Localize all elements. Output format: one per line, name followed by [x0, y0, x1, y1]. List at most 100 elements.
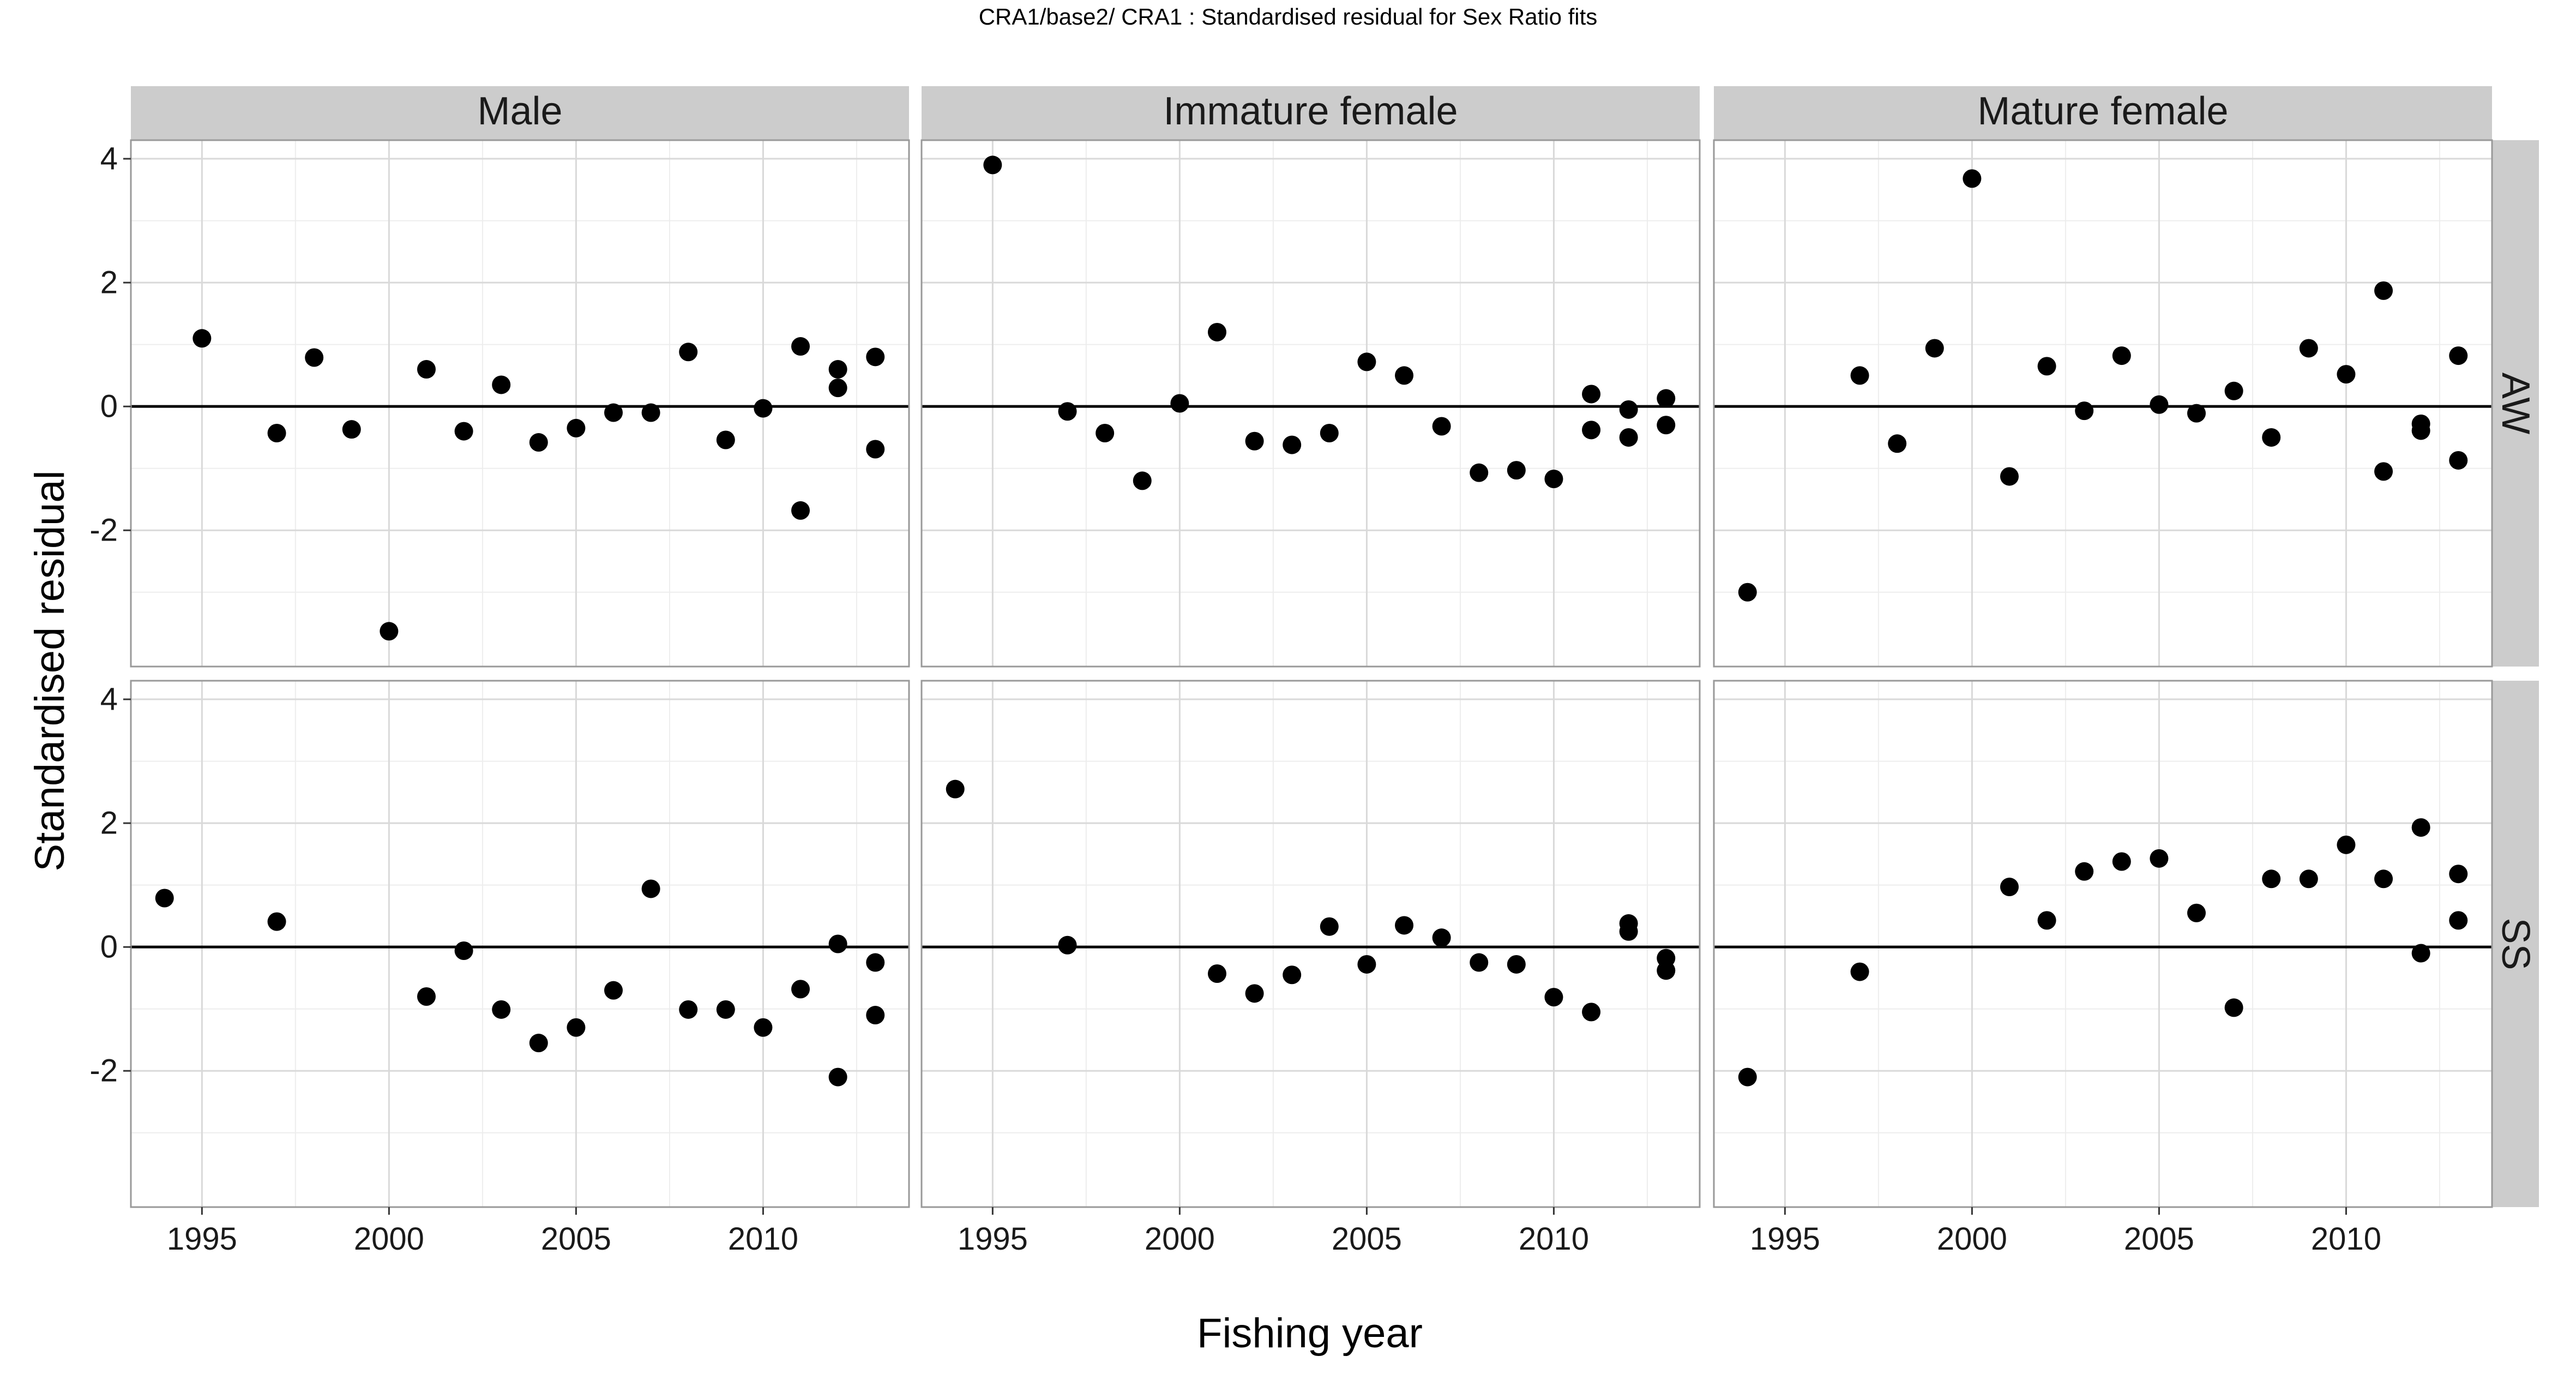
data-point	[1395, 916, 1414, 935]
data-point	[1245, 431, 1264, 451]
data-point	[2224, 998, 2243, 1017]
x-tick-label: 1995	[958, 1221, 1028, 1257]
data-point	[2374, 462, 2393, 481]
data-point	[1507, 955, 1526, 974]
data-point	[1283, 965, 1302, 985]
data-point	[641, 403, 660, 422]
data-point	[2449, 451, 2468, 470]
strip-label-immature-female: Immature female	[1163, 89, 1458, 133]
x-tick-label: 1995	[167, 1221, 237, 1257]
data-point	[754, 1018, 773, 1037]
x-tick-label: 2010	[728, 1221, 798, 1257]
data-point	[1738, 583, 1757, 602]
data-point	[754, 399, 773, 418]
data-point	[716, 1000, 735, 1019]
data-point	[1582, 385, 1601, 404]
data-point	[1850, 366, 1869, 385]
data-point	[529, 1034, 548, 1053]
data-point	[604, 981, 623, 1000]
panel-background	[1714, 681, 2492, 1207]
data-point	[1657, 389, 1676, 408]
data-point	[2299, 869, 2318, 889]
panel-border	[1713, 139, 2493, 668]
data-point	[791, 337, 810, 356]
data-point	[529, 433, 548, 452]
panel-border	[920, 680, 1701, 1208]
panel-border	[130, 680, 910, 1208]
data-point	[2374, 281, 2393, 300]
data-point	[454, 941, 473, 960]
data-point	[2187, 903, 2206, 922]
data-point	[2411, 818, 2430, 837]
data-point	[417, 360, 436, 379]
x-tick-label: 2000	[1937, 1221, 2007, 1257]
data-point	[267, 912, 286, 931]
data-point	[1058, 935, 1077, 955]
data-point	[641, 879, 660, 898]
data-point	[1207, 964, 1226, 983]
data-point	[2262, 428, 2281, 447]
panel-border	[1713, 680, 2493, 1208]
x-tick-label: 2005	[1332, 1221, 1402, 1257]
y-tick-label: 2	[100, 265, 118, 301]
data-point	[155, 889, 174, 908]
data-point	[1470, 463, 1489, 482]
data-point	[1619, 428, 1638, 447]
data-point	[1096, 423, 1115, 442]
data-point	[1283, 435, 1302, 454]
x-axis-title: Fishing year	[1197, 1310, 1423, 1357]
strip-label-male: Male	[477, 89, 562, 133]
panel-ss-male: -2 0 2 4 1995 2000 2005 2010	[89, 680, 910, 1257]
strip-immature-female	[922, 86, 1700, 140]
y-tick-label: -2	[89, 513, 118, 548]
strip-male	[131, 86, 909, 140]
data-point	[2037, 911, 2056, 930]
data-point	[1432, 928, 1451, 947]
data-point	[1133, 471, 1152, 490]
panel-background	[131, 140, 909, 667]
data-point	[1657, 416, 1676, 435]
data-point	[1544, 470, 1563, 489]
data-point	[2374, 869, 2393, 889]
x-tick-label: 2005	[541, 1221, 611, 1257]
data-point	[2449, 911, 2468, 930]
y-tick-label: 0	[100, 389, 118, 424]
data-point	[828, 360, 847, 379]
data-point	[380, 622, 399, 641]
panel-ss-mature-female: 1995 2000 2005 2010	[1713, 680, 2493, 1257]
data-point	[2449, 346, 2468, 365]
data-point	[342, 420, 361, 439]
strip-ss	[2492, 681, 2539, 1207]
data-point	[567, 418, 586, 437]
data-point	[1850, 962, 1869, 981]
data-point	[679, 343, 698, 362]
strip-label-ss: SS	[2494, 917, 2537, 970]
panel-border	[130, 139, 910, 668]
data-point	[983, 155, 1002, 175]
data-point	[2075, 401, 2094, 421]
data-point	[791, 980, 810, 999]
data-point	[2000, 467, 2019, 486]
y-tick-label: 0	[100, 929, 118, 965]
data-point	[1320, 917, 1339, 936]
x-tick-label: 2005	[2124, 1221, 2194, 1257]
y-tick-label: 2	[100, 806, 118, 841]
data-point	[2187, 404, 2206, 423]
data-point	[1470, 953, 1489, 972]
data-point	[1544, 988, 1563, 1007]
data-point	[305, 348, 324, 367]
data-point	[2449, 865, 2468, 884]
data-point	[2075, 862, 2094, 881]
panel-background	[922, 681, 1700, 1207]
data-point	[1582, 1003, 1601, 1022]
data-point	[866, 440, 885, 459]
x-tick-label: 2010	[2311, 1221, 2381, 1257]
data-point	[828, 934, 847, 953]
y-tick-label: 4	[100, 682, 118, 717]
data-point	[1582, 421, 1601, 440]
x-tick-label: 2000	[1145, 1221, 1215, 1257]
data-point	[716, 430, 735, 449]
data-point	[2150, 395, 2169, 414]
data-point	[866, 953, 885, 972]
data-point	[1170, 394, 1189, 413]
